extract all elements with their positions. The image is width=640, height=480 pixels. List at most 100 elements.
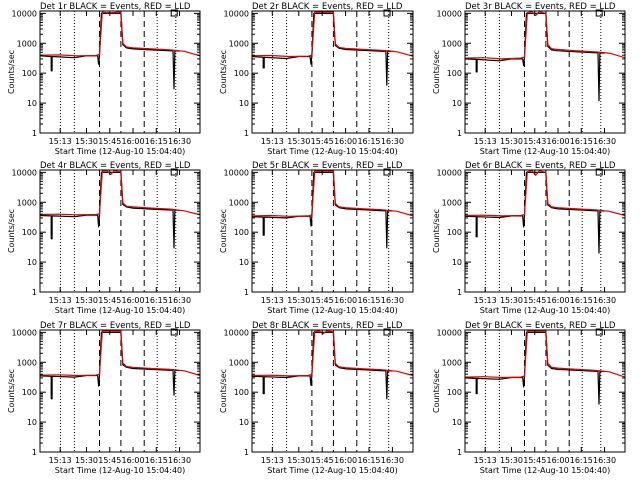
y-tick-label: 100 <box>447 388 462 397</box>
chart-panel-2: 1 10 100 1000 10000 15:13 15:30 15:45 16:00 16:15… <box>219 2 414 156</box>
y-tick-label: 1000 <box>442 358 462 367</box>
y-tick-label: 100 <box>22 388 37 397</box>
x-tick-label: 16:30 <box>593 296 616 305</box>
events-series-line <box>40 171 180 249</box>
y-tick-label: 1000 <box>229 198 249 207</box>
x-tick-label: 16:30 <box>168 456 191 465</box>
x-tick-label: 16:00 <box>334 137 357 146</box>
chart-title: Det 3r BLACK = Events, RED = LLD <box>465 2 616 12</box>
x-tick-label: 15:45 <box>311 137 334 146</box>
y-tick-label: 10 <box>452 418 462 427</box>
y-tick-label: 10 <box>27 258 37 267</box>
x-tick-label: 15:45 <box>98 137 121 146</box>
lld-series-line <box>252 330 413 377</box>
x-tick-label: 15:13 <box>474 456 497 465</box>
x-tick-label: 15:45 <box>523 296 546 305</box>
y-tick-label: 1000 <box>442 39 462 48</box>
x-tick-label: 16:00 <box>121 456 144 465</box>
x-axis-label: Start Time (12-Aug-10 15:04:40) <box>480 306 611 315</box>
x-tick-label: 16:00 <box>334 456 357 465</box>
events-series-line <box>465 331 605 405</box>
x-tick-label: 15:43 <box>523 137 546 146</box>
top-marker-square <box>383 168 391 176</box>
x-axis-label: Start Time (12-Aug-10 15:04:40) <box>267 147 398 156</box>
y-axis-label: Counts/sec <box>219 209 228 253</box>
lld-series-line <box>252 11 413 58</box>
lld-series-line <box>40 11 200 57</box>
y-tick-label: 10000 <box>12 328 37 337</box>
lld-series-line <box>40 170 200 216</box>
series-group <box>252 330 413 400</box>
plot-frame <box>464 10 626 134</box>
y-tick-label: 100 <box>234 228 249 237</box>
x-tick-label: 16:30 <box>168 137 191 146</box>
y-tick-label: 10000 <box>437 328 462 337</box>
top-marker-square <box>383 9 391 17</box>
y-tick-label: 10000 <box>224 9 249 18</box>
chart-title: Det 8r BLACK = Events, RED = LLD <box>252 321 403 331</box>
y-tick-label: 10 <box>452 258 462 267</box>
x-tick-label: 15:13 <box>49 137 72 146</box>
events-series-line <box>465 12 605 102</box>
chart-title: Det 5r BLACK = Events, RED = LLD <box>252 161 403 171</box>
chart-panel-9: 1 10 100 1000 10000 15:13 15:30 15:45 16:00 16:15… <box>432 321 626 475</box>
x-tick-label: 15:45 <box>311 296 334 305</box>
events-series-line <box>40 331 180 400</box>
x-tick-label: 16:30 <box>381 296 404 305</box>
y-tick-label: 1 <box>457 129 462 138</box>
y-tick-label: 10 <box>27 418 37 427</box>
x-tick-label: 16:15 <box>357 456 380 465</box>
y-tick-label: 1 <box>457 288 462 297</box>
y-tick-label: 100 <box>234 69 249 78</box>
x-tick-label: 15:13 <box>474 296 497 305</box>
series-group <box>252 170 413 249</box>
y-tick-label: 1000 <box>17 358 37 367</box>
plot-frame <box>251 10 414 134</box>
lld-series-line <box>465 170 625 217</box>
x-tick-label: 16:00 <box>546 456 569 465</box>
lld-series-line <box>252 170 413 217</box>
chart-panel-8: 1 10 100 1000 10000 15:13 15:30 15:45 16:00 16:15… <box>219 321 414 475</box>
chart-title: Det 9r BLACK = Events, RED = LLD <box>465 321 616 331</box>
y-tick-label: 100 <box>447 228 462 237</box>
chart-panel-6: 1 10 100 1000 10000 15:13 15:30 15:45 16:00 16:15… <box>432 161 626 315</box>
y-tick-label: 100 <box>22 69 37 78</box>
x-axis-label: Start Time (12-Aug-10 15:04:40) <box>267 466 398 475</box>
x-tick-label: 15:45 <box>98 296 121 305</box>
x-axis-label: Start Time (12-Aug-10 15:04:40) <box>267 306 398 315</box>
y-tick-label: 100 <box>234 388 249 397</box>
y-tick-label: 1 <box>32 288 37 297</box>
x-tick-label: 16:00 <box>334 296 357 305</box>
chart-panel-1: 1 10 100 1000 10000 15:13 15:30 15:45 16:00 16:15… <box>7 2 201 156</box>
x-tick-label: 16:15 <box>357 137 380 146</box>
y-axis-label: Counts/sec <box>432 209 441 253</box>
x-tick-label: 15:13 <box>474 137 497 146</box>
x-tick-label: 15:30 <box>75 137 98 146</box>
series-group <box>40 330 200 400</box>
x-axis-label: Start Time (12-Aug-10 15:04:40) <box>55 147 186 156</box>
y-axis-label: Counts/sec <box>219 369 228 413</box>
x-tick-label: 15:45 <box>523 456 546 465</box>
y-axis-label: Counts/sec <box>219 50 228 94</box>
events-series-line <box>252 331 393 400</box>
x-tick-label: 16:15 <box>570 296 593 305</box>
series-group <box>40 170 200 249</box>
x-tick-label: 15:30 <box>287 137 310 146</box>
events-series-line <box>40 12 180 90</box>
x-tick-label: 16:30 <box>168 296 191 305</box>
x-tick-label: 15:30 <box>500 456 523 465</box>
chart-title: Det 6r BLACK = Events, RED = LLD <box>465 161 616 171</box>
lld-series-line <box>465 330 625 379</box>
y-tick-label: 1000 <box>229 39 249 48</box>
chart-title: Det 2r BLACK = Events, RED = LLD <box>252 2 403 12</box>
top-marker-square <box>595 9 603 17</box>
y-tick-label: 10000 <box>12 9 37 18</box>
chart-title: Det 7r BLACK = Events, RED = LLD <box>40 321 191 331</box>
y-axis-label: Counts/sec <box>7 50 16 94</box>
x-tick-label: 16:00 <box>546 296 569 305</box>
y-tick-label: 10 <box>239 258 249 267</box>
chart-panel-4: 1 10 100 1000 10000 15:13 15:30 15:45 16:00 16:15… <box>7 161 201 315</box>
x-tick-label: 16:30 <box>593 137 616 146</box>
top-marker-square <box>170 328 178 336</box>
series-group <box>465 11 625 102</box>
